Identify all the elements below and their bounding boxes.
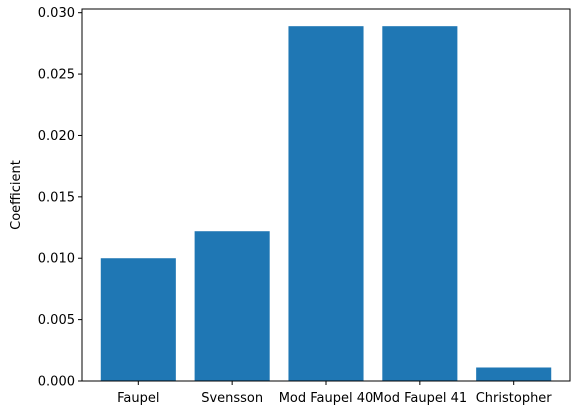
y-tick-label: 0.020 [38,129,75,144]
y-tick-label: 0.000 [38,375,75,390]
y-tick-label: 0.005 [38,313,75,328]
y-tick-label: 0.015 [38,190,75,205]
x-tick-label: Faupel [117,391,159,406]
x-tick-label: Mod Faupel 41 [373,391,468,406]
y-tick-label: 0.030 [38,6,75,21]
plot-frame [81,8,571,382]
bars-group [100,26,552,382]
y-tick-label: 0.025 [38,68,75,83]
bar-mod-faupel-41 [382,26,458,382]
x-tick-label: Christopher [476,391,553,406]
x-tick-label: Mod Faupel 40 [279,391,374,406]
bar-svensson [194,231,270,381]
y-axis-title: Coefficient [9,160,24,230]
bar-mod-faupel-40 [288,26,364,382]
x-axis-ticks: Faupel Svensson Mod Faupel 40 Mod Faupel 41… [117,381,552,406]
bar-faupel [100,258,176,381]
y-axis-ticks: 0.000 0.005 0.010 0.015 0.020 0.025 0.030 [38,6,82,390]
y-tick-label: 0.010 [38,252,75,267]
bar-christopher [476,367,552,381]
x-tick-label: Svensson [201,391,263,406]
